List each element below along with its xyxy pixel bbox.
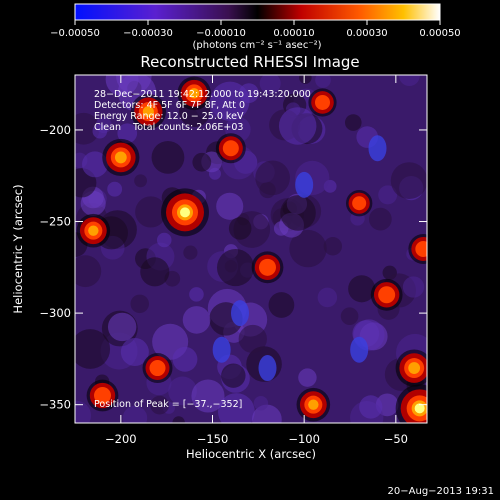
x-tick-label: −100 (288, 432, 320, 446)
colorbar-ticks: −0.00050 −0.00030 −0.00010 0.00010 0.00030 0.… (50, 20, 461, 39)
x-tick-label: −200 (105, 432, 137, 446)
colorbar-tick-label: 0.00030 (346, 28, 387, 39)
x-axis-ticks: −200 −150 −100 −50 (105, 75, 408, 446)
annotation-detectors: Detectors: 4F 5F 6F 7F 8F, Att 0 (94, 100, 245, 111)
colorbar-tick-label: 0.00050 (419, 28, 460, 39)
chart-title: Reconstructed RHESSI Image (140, 53, 359, 71)
y-tick-label: −350 (39, 398, 71, 412)
colorbar-tick-label: −0.00010 (196, 28, 246, 39)
colorbar-tick-label: −0.00050 (50, 28, 100, 39)
colorbar (74, 3, 441, 21)
x-tick-label: −150 (197, 432, 229, 446)
colorbar-tick-label: −0.00030 (123, 28, 173, 39)
annotation-energy: Energy Range: 12.0 − 25.0 keV (94, 111, 244, 122)
annotation-clean: Clean Total counts: 2.06E+03 (94, 122, 243, 133)
footer-timestamp: 20−Aug−2013 19:31 (388, 486, 494, 497)
y-tick-label: −300 (39, 306, 71, 320)
y-tick-label: −250 (39, 215, 71, 229)
colorbar-tick-label: 0.00010 (273, 28, 314, 39)
heatmap-image (75, 75, 427, 423)
annotation-time: 28−Dec−2011 19:42:12.000 to 19:43:20.000 (94, 89, 311, 100)
y-tick-label: −200 (39, 123, 71, 137)
y-axis-ticks: −200 −250 −300 −350 (39, 123, 427, 412)
peak-label: Position of Peak = [−37.,−352] (94, 399, 242, 410)
x-axis-label: Heliocentric X (arcsec) (186, 447, 316, 461)
x-tick-label: −50 (384, 432, 408, 446)
y-axis-label: Heliocentric Y (arcsec) (11, 184, 25, 313)
colorbar-unit-label: (photons cm⁻² s⁻¹ asec⁻²) (192, 40, 321, 51)
plot-frame (74, 74, 428, 424)
